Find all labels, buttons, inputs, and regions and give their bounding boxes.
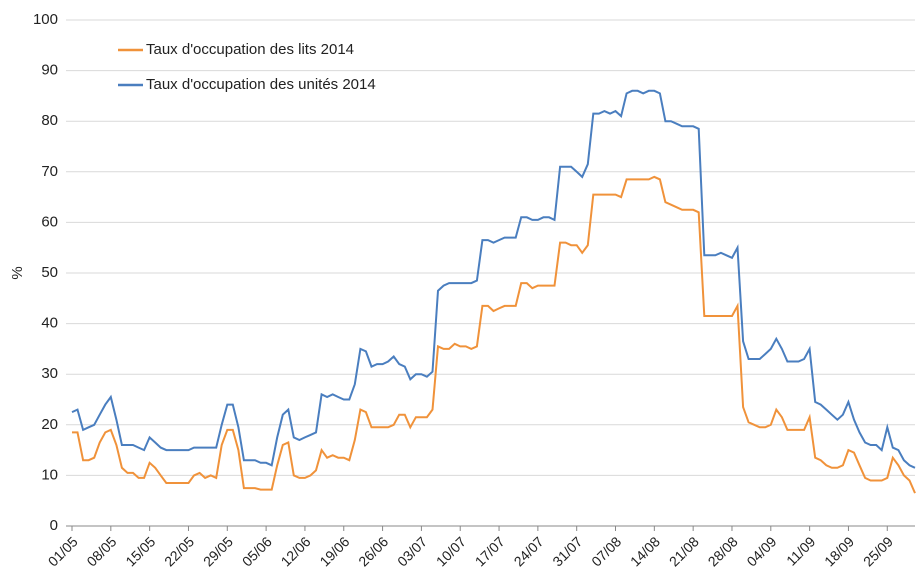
x-tick-label: 19/06 <box>316 533 352 569</box>
x-tick-label: 04/09 <box>743 533 779 569</box>
x-tick-label: 07/08 <box>588 533 624 569</box>
line-series <box>71 89 916 469</box>
y-tick-label: 30 <box>41 365 58 382</box>
y-axis-label: % <box>9 266 26 279</box>
y-tick-label: 60 <box>41 213 58 230</box>
legend-label: Taux d'occupation des lits 2014 <box>146 41 354 58</box>
x-tick-label: 01/05 <box>45 533 81 569</box>
y-tick-label: 40 <box>41 315 58 332</box>
y-tick-label: 80 <box>41 112 58 129</box>
x-tick-label: 31/07 <box>549 533 585 569</box>
y-tick-label: 90 <box>41 62 58 79</box>
line-series <box>72 175 916 494</box>
y-tick-label: 50 <box>41 264 58 281</box>
y-tick-label: 0 <box>50 517 58 534</box>
x-tick-label: 08/05 <box>83 533 119 569</box>
x-tick-label: 18/09 <box>821 533 857 569</box>
y-tick-label: 10 <box>41 466 58 483</box>
x-tick-label: 22/05 <box>161 533 197 569</box>
x-tick-label: 26/06 <box>355 533 391 569</box>
x-tick-label: 28/08 <box>705 533 741 569</box>
y-tick-label: 20 <box>41 416 58 433</box>
x-tick-label: 10/07 <box>433 533 469 569</box>
x-tick-label: 12/06 <box>278 533 314 569</box>
x-tick-label: 24/07 <box>511 533 547 569</box>
x-tick-label: 14/08 <box>627 533 663 569</box>
x-tick-label: 17/07 <box>472 533 508 569</box>
x-tick-label: 03/07 <box>394 533 430 569</box>
x-tick-label: 11/09 <box>783 533 819 569</box>
x-tick-label: 21/08 <box>666 533 702 569</box>
x-tick-label: 05/06 <box>239 533 275 569</box>
y-tick-label: 100 <box>33 11 58 28</box>
legend-label: Taux d'occupation des unités 2014 <box>146 76 376 93</box>
x-tick-label: 29/05 <box>200 533 236 569</box>
x-tick-label: 25/09 <box>860 533 896 569</box>
y-tick-label: 70 <box>41 163 58 180</box>
x-tick-label: 15/05 <box>122 533 158 569</box>
